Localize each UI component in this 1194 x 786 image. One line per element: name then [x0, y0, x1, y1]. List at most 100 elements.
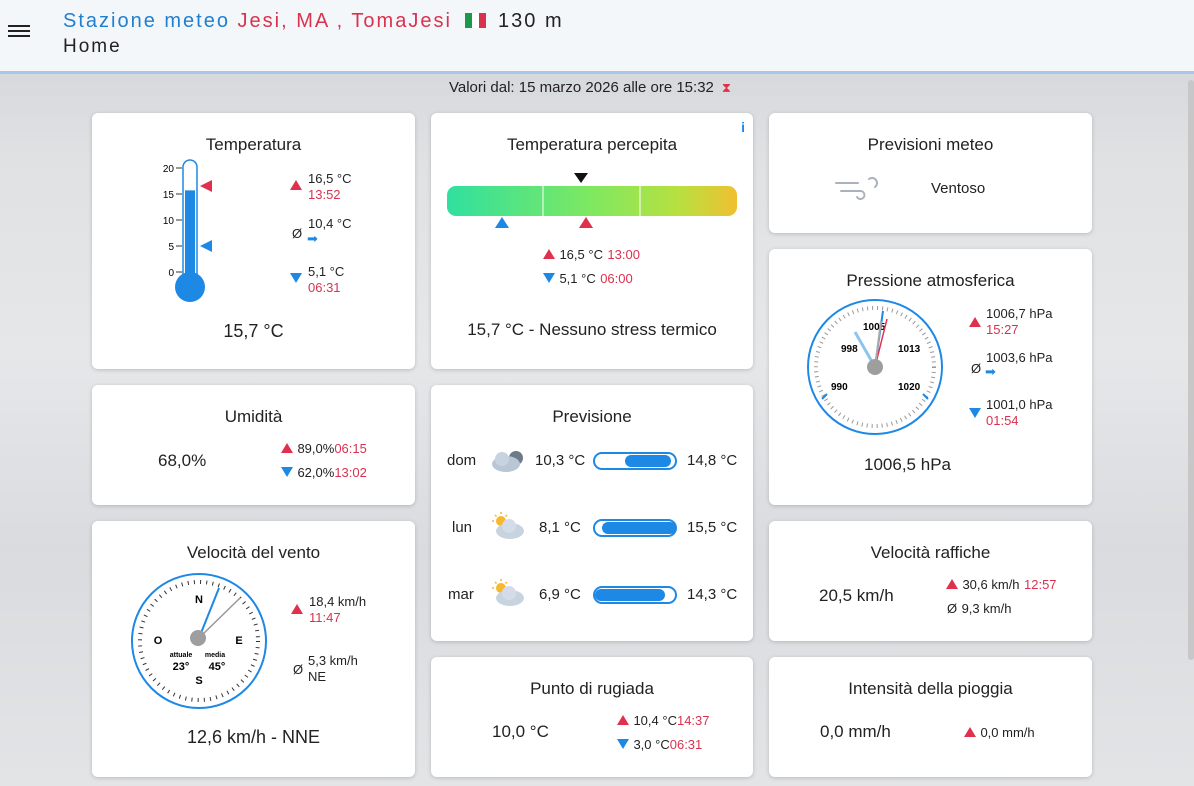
temperature-card[interactable]: Temperatura 20 15 10 5 0 16,5 °C 13:52 Ø…	[92, 113, 415, 369]
gauge-label: 1013	[898, 344, 921, 355]
forecast-day: lun	[452, 519, 473, 536]
card-title: Punto di rugiada	[530, 679, 654, 698]
hourglass-icon: ⧗	[721, 80, 732, 95]
perceived-status: 15,7 °C - Nessuno stress termico	[467, 320, 717, 339]
forecast-range-bar	[593, 586, 677, 604]
forecast-max: 15,5 °C	[687, 519, 738, 536]
wind-avg-value: 5,3 km/h	[308, 653, 358, 668]
forecast-card[interactable]: Previsione dom 10,3 °C 14,8 °C lun 8,1 °…	[431, 385, 753, 641]
temp-current: 15,7 °C	[223, 321, 284, 341]
dewpoint-max: 10,4 °C14:37	[617, 712, 710, 730]
max-up-icon	[281, 443, 293, 453]
rain-current: 0,0 mm/h	[820, 722, 891, 741]
min-down-icon	[617, 739, 629, 749]
italy-flag-icon	[465, 11, 487, 28]
trend-right-arrow-icon: ➡	[985, 364, 996, 379]
card-title: Intensità della pioggia	[848, 679, 1013, 698]
forecast-day: dom	[447, 452, 477, 469]
perceived-min: 5,1 °C 06:00	[543, 270, 633, 288]
avg-value: 45°	[209, 661, 226, 673]
forecast-row: mar 6,9 °C 14,3 °C	[431, 579, 753, 608]
gauge-label: 1020	[898, 382, 921, 393]
temp-min-time: 06:31	[308, 280, 341, 295]
gusts-max-value: 30,6 km/h	[962, 577, 1020, 592]
info-icon[interactable]: i	[741, 119, 745, 135]
rain-card[interactable]: Intensità della pioggia 0,0 mm/h 0,0 mm/…	[769, 657, 1092, 777]
avg-needle	[198, 597, 241, 639]
dewpoint-card[interactable]: Punto di rugiada 10,0 °C 10,4 °C14:37 3,…	[431, 657, 753, 777]
perceived-min-value: 5,1 °C	[559, 271, 596, 286]
max-up-icon	[969, 317, 981, 327]
humidity-min-time: 13:02	[334, 465, 367, 480]
thermometer: 20 15 10 5 0	[163, 159, 212, 302]
wind-avg-heading: NE	[308, 669, 327, 684]
wind-current: 12,6 km/h - NNE	[186, 727, 321, 747]
dewpoint-max-time: 14:37	[676, 713, 710, 728]
wind-compass: N E S O attuale 23° media 45°	[131, 573, 267, 709]
card-title: Previsioni meteo	[867, 135, 994, 154]
max-up-icon	[291, 604, 303, 614]
perceived-max: 16,5 °C 13:00	[543, 246, 640, 264]
gusts-current: 20,5 km/h	[819, 586, 894, 605]
thermometer-fill	[185, 190, 195, 287]
min-marker	[200, 240, 212, 252]
compass-w: O	[154, 635, 163, 647]
gusts-max-time: 12:57	[1024, 577, 1057, 592]
min-down-icon	[969, 408, 981, 418]
wind-max-value: 18,4 km/h	[309, 594, 367, 609]
compass-s: S	[195, 675, 202, 687]
station-altitude: 130 m	[498, 10, 564, 32]
station-prefix: Stazione meteo	[63, 10, 230, 32]
humidity-min-value: 62,0%	[297, 465, 335, 480]
forecast-range-bar	[593, 519, 677, 537]
avg-symbol: Ø	[947, 601, 958, 616]
current-marker	[574, 173, 588, 183]
card-title: Temperatura percepita	[506, 135, 678, 154]
forecast-row: dom 10,3 °C 14,8 °C	[431, 448, 753, 474]
pressure-min-time: 01:54	[986, 413, 1019, 428]
forecast-max: 14,8 °C	[687, 452, 738, 469]
compass-n: N	[195, 594, 203, 606]
max-marker	[200, 180, 212, 192]
pressure-avg-value: 1003,6 hPa	[986, 350, 1053, 365]
app-header: Stazione meteo Jesi, MA , TomaJesi 130 m…	[0, 0, 1194, 74]
wind-card[interactable]: Velocità del vento N E S O attuale 23° m…	[92, 521, 415, 777]
partly-sunny-icon	[492, 579, 524, 606]
weather-forecast-card[interactable]: Previsioni meteo Ventoso	[769, 113, 1092, 233]
gusts-avg: Ø 9,3 km/h	[947, 600, 1011, 618]
humidity-max: 89,0%06:15	[281, 440, 367, 458]
station-title: Stazione meteo Jesi, MA , TomaJesi 130 m	[63, 10, 564, 33]
gusts-card[interactable]: Velocità raffiche 20,5 km/h 30,6 km/h 12…	[769, 521, 1092, 641]
compass-e: E	[235, 635, 242, 647]
forecast-range-fill	[602, 522, 676, 534]
trend-right-arrow-icon: ➡	[307, 231, 318, 246]
pressure-card[interactable]: Pressione atmosferica 998 1005 1013 990 …	[769, 249, 1092, 505]
humidity-max-time: 06:15	[334, 441, 367, 456]
wind-max-time: 11:47	[309, 610, 341, 625]
avg-label: media	[205, 652, 225, 659]
forecast-range-fill	[625, 455, 671, 467]
gauge-label: 1005	[863, 322, 886, 333]
avg-symbol: Ø	[292, 226, 303, 241]
temp-min-value: 5,1 °C	[308, 264, 345, 279]
max-up-icon	[964, 727, 976, 737]
card-title: Previsione	[552, 407, 632, 426]
menu-icon[interactable]	[8, 22, 30, 44]
pressure-gauge: 998 1005 1013 990 1020	[807, 299, 943, 435]
thermometer-bulb	[175, 272, 205, 302]
temp-avg-value: 10,4 °C	[308, 216, 352, 231]
perceived-card[interactable]: Temperatura percepita i 16,5 °C 13:00 5,…	[431, 113, 753, 369]
humidity-card[interactable]: Umidità 68,0% 89,0%06:15 62,0%13:02	[92, 385, 415, 505]
card-title: Temperatura	[205, 135, 302, 154]
partly-sunny-icon	[492, 512, 524, 539]
min-down-icon	[290, 273, 302, 283]
pressure-min-value: 1001,0 hPa	[986, 397, 1053, 412]
tick-label: 15	[163, 190, 175, 201]
max-up-icon	[290, 180, 302, 190]
tick-label: 5	[168, 242, 174, 253]
pressure-current: 1006,5 hPa	[769, 455, 1092, 475]
dewpoint-max-value: 10,4 °C	[633, 713, 677, 728]
scrollbar[interactable]	[1188, 80, 1194, 660]
actual-value: 23°	[173, 661, 190, 673]
humidity-max-value: 89,0%	[297, 441, 335, 456]
